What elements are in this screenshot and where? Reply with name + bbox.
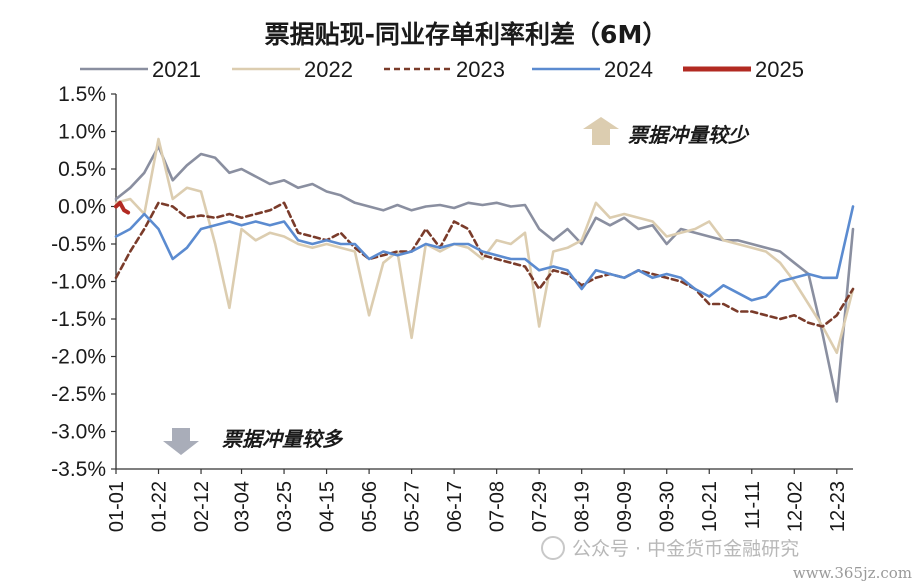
annotation-down: 票据冲量较多 <box>163 427 344 455</box>
y-tick-label: -1.0% <box>51 271 106 294</box>
annotation-down-text: 票据冲量较多 <box>222 427 344 451</box>
x-tick-label: 11-11 <box>742 481 764 529</box>
x-tick-label: 08-19 <box>572 481 594 532</box>
series-line-2023 <box>114 201 855 328</box>
x-tick-label: 01-22 <box>149 481 171 532</box>
legend-label-2025: 2025 <box>755 57 804 82</box>
x-tick-label: 12-23 <box>827 481 849 532</box>
x-tick-label: 03-04 <box>232 481 254 532</box>
x-tick-label: 06-17 <box>444 481 466 532</box>
y-tick-label: -1.5% <box>51 308 106 331</box>
chart-title: 票据贴现-同业存单利率利差（6M） <box>265 20 668 49</box>
x-tick-label: 09-30 <box>657 481 679 532</box>
x-tick-label: 07-29 <box>529 481 551 532</box>
legend-label-2024: 2024 <box>604 57 653 82</box>
y-tick-label: 0.5% <box>58 158 106 181</box>
x-tick-label: 05-06 <box>359 481 381 532</box>
x-tick-label: 05-27 <box>402 481 424 532</box>
down-arrow-icon <box>163 428 199 455</box>
legend-label-2023: 2023 <box>456 57 505 82</box>
y-tick-label: 1.0% <box>58 121 106 144</box>
watermark: 公众号 · 中金货币金融研究 www.365jz.com <box>541 536 912 582</box>
series-line-2024 <box>114 205 855 302</box>
x-tick-label: 04-15 <box>317 481 339 532</box>
x-tick-label: 12-02 <box>784 481 806 532</box>
y-tick-label: -2.0% <box>51 346 106 369</box>
y-tick-label: -3.5% <box>51 458 106 481</box>
series-line-2025 <box>114 200 131 215</box>
x-tick-label: 09-09 <box>614 481 636 532</box>
x-tick-label: 07-08 <box>487 481 509 532</box>
x-tick-label: 03-25 <box>274 481 296 532</box>
legend-label-2022: 2022 <box>304 57 353 82</box>
legend: 2021 2022 2023 2024 2025 <box>80 57 804 82</box>
series-lines <box>114 137 855 403</box>
y-tick-label: -3.0% <box>51 421 106 444</box>
annotation-up: 票据冲量较少 <box>583 117 750 147</box>
series-line-2022 <box>114 137 855 355</box>
annotation-up-text: 票据冲量较少 <box>628 123 750 147</box>
x-axis: 01-01 01-22 02-12 03-04 03-25 04-15 05-06 05-27… <box>106 468 853 532</box>
y-tick-label: -2.5% <box>51 383 106 406</box>
watermark-site: www.365jz.com <box>793 564 912 582</box>
y-tick-label: 0.0% <box>58 196 106 219</box>
y-tick-label: -0.5% <box>51 233 106 256</box>
y-tick-label: 1.5% <box>58 83 106 106</box>
x-tick-label: 10-21 <box>699 481 721 532</box>
wechat-icon <box>541 536 565 560</box>
watermark-text: 公众号 · 中金货币金融研究 <box>572 538 799 560</box>
up-arrow-icon <box>583 117 619 145</box>
x-tick-label: 01-01 <box>106 481 128 532</box>
legend-label-2021: 2021 <box>152 57 201 82</box>
series-line-2021 <box>114 145 855 403</box>
x-tick-label: 02-12 <box>191 481 213 532</box>
y-axis: 1.5% 1.0% 0.5% 0.0% -0.5% -1.0% -1.5% -2.0% -2.5… <box>51 83 117 481</box>
